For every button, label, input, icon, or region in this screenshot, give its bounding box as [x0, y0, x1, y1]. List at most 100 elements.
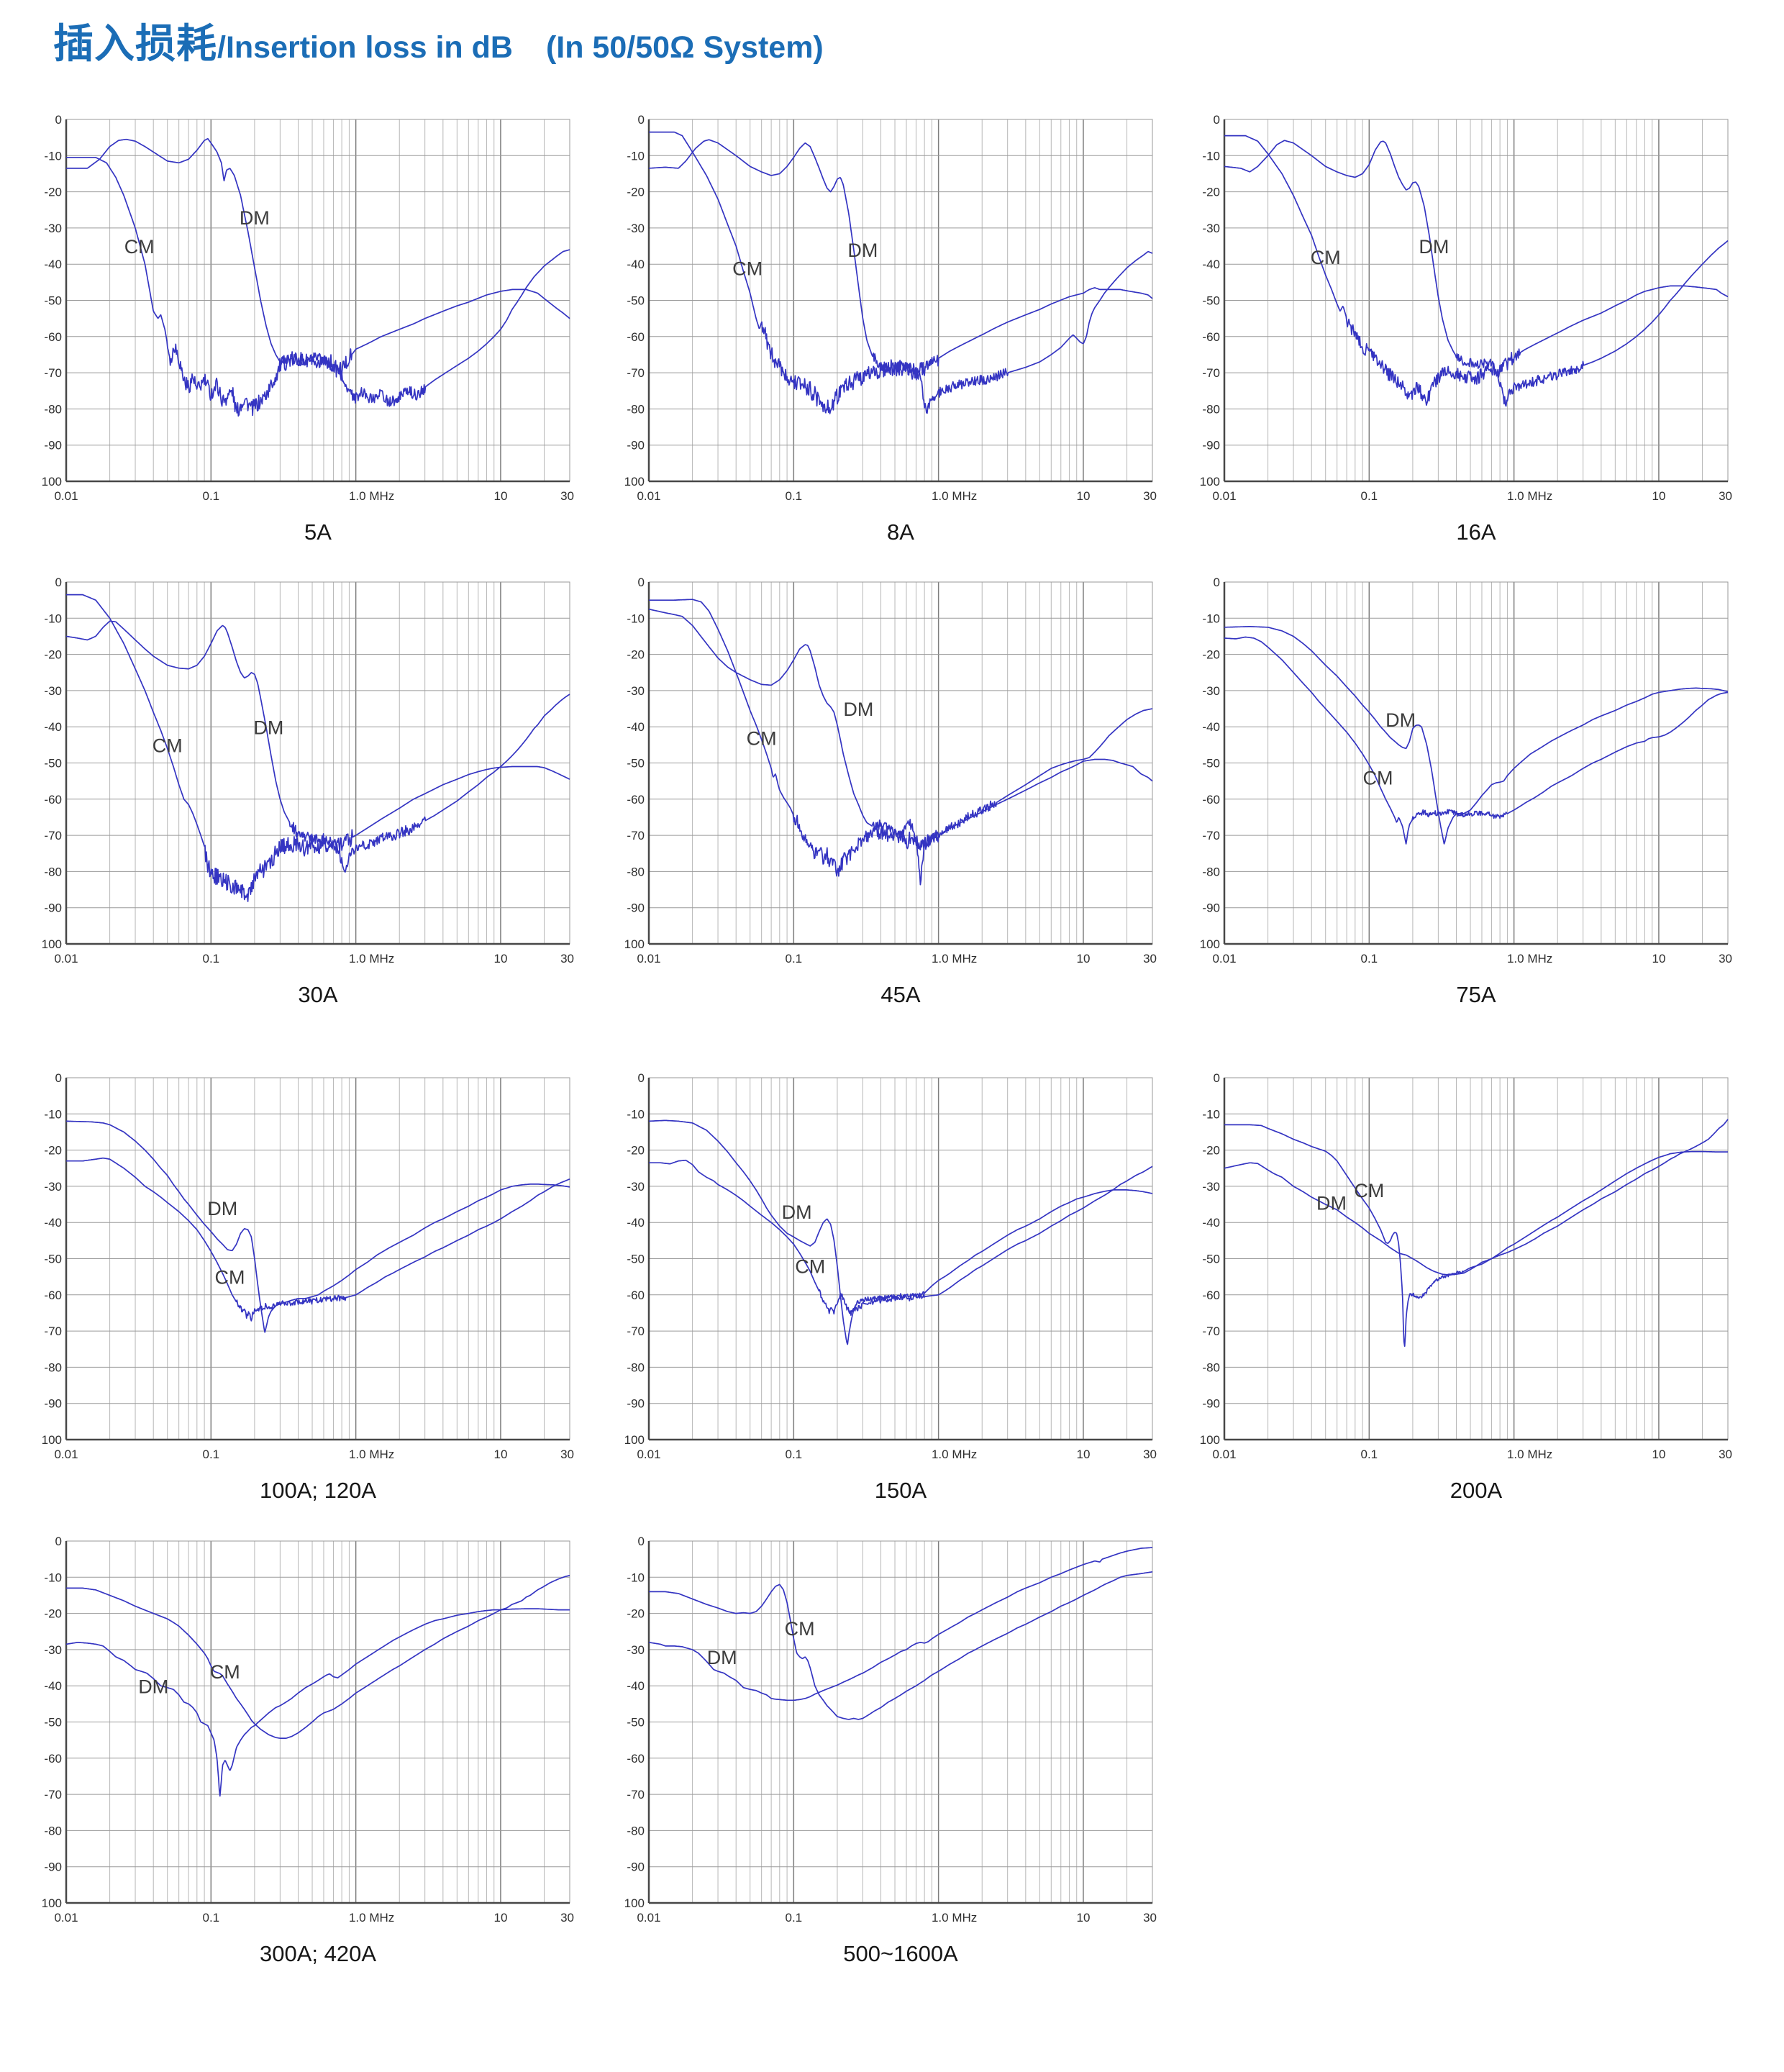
- cm-curve: [66, 594, 570, 902]
- y-tick-label: -20: [1202, 1144, 1220, 1158]
- y-tick-label: 0: [638, 1535, 645, 1548]
- x-tick-label: 0.01: [54, 489, 78, 503]
- cm-curve-label: CM: [1354, 1180, 1384, 1201]
- y-tick-label: -10: [627, 149, 645, 163]
- dm-curve-label: DM: [707, 1647, 737, 1668]
- y-tick-label: -30: [1202, 684, 1220, 698]
- y-tick-label: -100: [624, 1433, 645, 1447]
- x-tick-label: 1.0 MHz: [349, 1448, 394, 1461]
- cm-curve: [1224, 636, 1729, 845]
- grid: [1223, 119, 1729, 483]
- grid: [647, 581, 1153, 945]
- x-tick-label: 30: [1719, 489, 1732, 503]
- dm-curve: [65, 1608, 570, 1797]
- chart-caption: 30A: [298, 982, 337, 1007]
- chart-caption: 100A; 120A: [260, 1478, 376, 1503]
- x-tick-label: 30: [1143, 952, 1157, 965]
- y-tick-label: -10: [44, 612, 62, 625]
- dm-curve-label: DM: [1419, 236, 1449, 258]
- y-tick-label: -60: [1202, 330, 1220, 344]
- y-tick-label: 0: [1214, 1071, 1220, 1085]
- y-tick-label: -70: [1202, 829, 1220, 842]
- y-tick-label: -20: [627, 186, 645, 199]
- x-tick-label: 1.0 MHz: [932, 489, 977, 503]
- dm-curve: [1224, 140, 1729, 407]
- y-tick-label: -40: [44, 258, 62, 271]
- x-tick-label: 10: [493, 1911, 507, 1925]
- y-tick-label: -20: [44, 1144, 62, 1158]
- dm-curve-label: DM: [1385, 709, 1416, 731]
- y-tick-label: -80: [627, 1824, 645, 1837]
- y-tick-label: -30: [1202, 222, 1220, 235]
- cm-curve-label: CM: [215, 1267, 245, 1289]
- y-tick-label: -30: [627, 1643, 645, 1657]
- cm-curve: [66, 156, 570, 417]
- y-tick-label: -40: [44, 1679, 62, 1693]
- y-tick-label: -10: [1202, 1107, 1220, 1121]
- y-tick-label: -60: [627, 793, 645, 806]
- y-tick-label: -70: [44, 1788, 62, 1801]
- y-tick-label: -80: [627, 1360, 645, 1374]
- dm-curve-label: DM: [207, 1198, 237, 1219]
- x-tick-label: 0.01: [1212, 489, 1236, 503]
- x-tick-label: 1.0 MHz: [932, 1448, 977, 1461]
- y-tick-label: -30: [44, 1643, 62, 1657]
- cm-curve-label: CM: [795, 1256, 825, 1278]
- x-tick-label: 1.0 MHz: [349, 1911, 394, 1925]
- y-tick-label: -10: [627, 1571, 645, 1584]
- y-tick-label: -60: [627, 1752, 645, 1766]
- chart-caption: 300A; 420A: [260, 1941, 376, 1966]
- dm-curve: [66, 1120, 570, 1333]
- chart-caption: 5A: [304, 519, 332, 545]
- y-tick-label: -70: [44, 829, 62, 842]
- y-tick-label: -60: [627, 1289, 645, 1302]
- x-tick-label: 10: [1076, 1448, 1090, 1461]
- x-tick-label: 1.0 MHz: [1507, 1448, 1552, 1461]
- y-tick-label: -90: [1202, 1397, 1220, 1411]
- x-tick-label: 30: [560, 952, 574, 965]
- y-tick-label: -30: [627, 684, 645, 698]
- y-tick-label: -50: [44, 1716, 62, 1730]
- dm-curve-label: DM: [843, 699, 873, 720]
- y-tick-label: -60: [44, 793, 62, 806]
- x-tick-label: 0.1: [202, 1448, 219, 1461]
- y-tick-label: -100: [42, 1433, 62, 1447]
- y-tick-label: -50: [627, 757, 645, 771]
- y-tick-label: -90: [627, 1397, 645, 1411]
- chart-caption: 75A: [1456, 982, 1496, 1007]
- y-tick-label: 0: [55, 1071, 62, 1085]
- y-tick-label: -50: [627, 294, 645, 308]
- y-tick-label: -90: [627, 1860, 645, 1874]
- cm-curve: [649, 599, 1153, 877]
- x-tick-label: 10: [1652, 952, 1665, 965]
- y-tick-label: -40: [1202, 720, 1220, 734]
- y-tick-label: -70: [627, 829, 645, 842]
- cm-curve-label: CM: [785, 1618, 815, 1640]
- y-tick-label: -40: [627, 720, 645, 734]
- y-tick-label: -50: [1202, 1253, 1220, 1266]
- y-tick-label: -40: [627, 1679, 645, 1693]
- x-tick-label: 10: [1076, 952, 1090, 965]
- y-tick-label: -80: [44, 402, 62, 416]
- x-tick-label: 0.01: [54, 952, 78, 965]
- x-tick-label: 30: [560, 489, 574, 503]
- title-english: /Insertion loss in dB: [217, 30, 513, 65]
- x-tick-label: 30: [560, 1448, 574, 1461]
- x-tick-label: 0.1: [202, 952, 219, 965]
- dm-curve: [648, 139, 1153, 414]
- x-tick-label: 30: [1143, 489, 1157, 503]
- cm-curve-label: CM: [747, 727, 777, 749]
- y-tick-label: 0: [1214, 113, 1220, 127]
- grid: [65, 581, 570, 945]
- y-tick-label: -60: [1202, 1289, 1220, 1302]
- y-tick-label: -80: [44, 1360, 62, 1374]
- x-tick-label: 1.0 MHz: [932, 1911, 977, 1925]
- y-tick-label: -20: [44, 186, 62, 199]
- y-tick-label: -80: [44, 865, 62, 878]
